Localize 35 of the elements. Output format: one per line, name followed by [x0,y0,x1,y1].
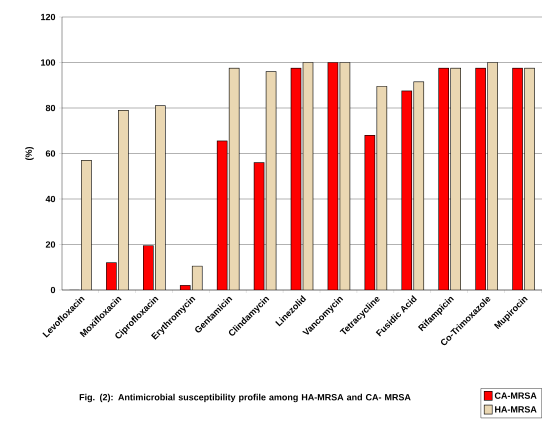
legend-label: CA-MRSA [494,392,537,399]
bar [229,68,240,290]
y-axis-title: (%) [25,146,34,160]
bar [143,246,154,290]
bar [155,106,166,290]
y-tick-label: 120 [41,14,56,20]
bar [376,86,387,290]
y-tick-label: 20 [46,241,56,248]
bar [340,62,350,290]
bar [524,68,535,290]
bar [118,110,128,290]
y-tick-label: 100 [41,59,56,66]
bar [303,62,313,290]
legend-label: HA-MRSA [495,406,537,413]
y-tick-label: 40 [46,196,56,202]
bar [512,68,523,290]
y-tick-label: 0 [50,286,56,294]
bar [291,68,302,290]
bar [414,82,424,290]
y-tick-label: 80 [46,104,56,112]
bar [106,262,116,290]
bar [488,62,498,290]
bar [328,62,338,290]
bar [364,135,375,290]
bar [217,140,228,290]
bar [402,90,412,290]
bar [450,68,461,290]
bar [192,266,202,290]
text: Fig. (2): Antimicrobial susceptibility profile among HA-MRSA and CA- MRSA [80,394,411,402]
bar [266,72,276,290]
y-tick-label: 60 [46,150,56,157]
bar [438,68,449,290]
bar [254,162,264,290]
bar [476,68,486,290]
bar [81,160,92,290]
